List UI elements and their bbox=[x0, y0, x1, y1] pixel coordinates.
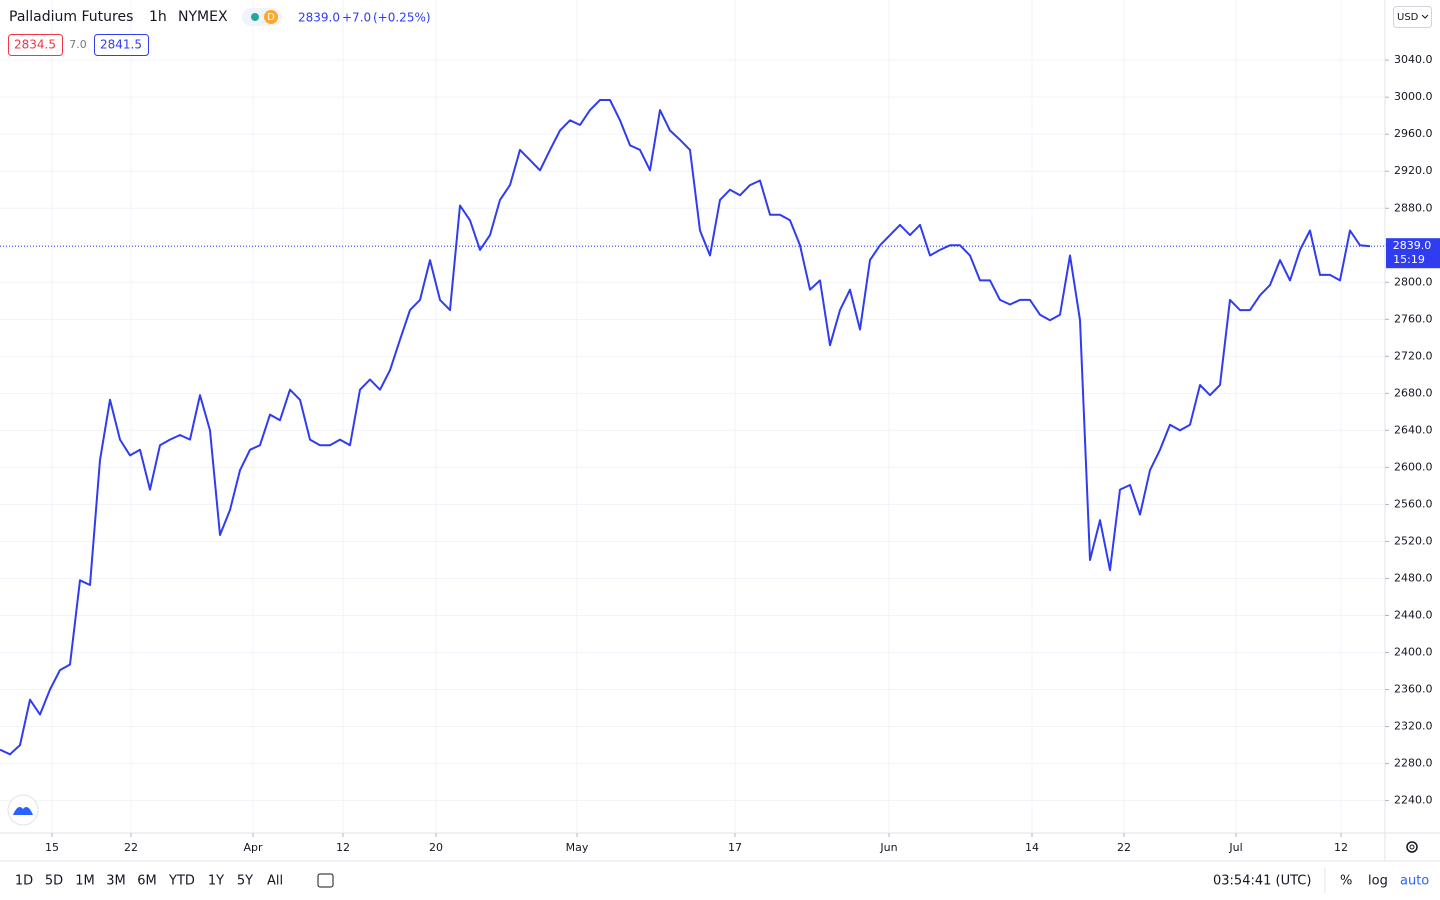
y-tick-label: 2520.0 bbox=[1394, 534, 1433, 547]
log-toggle[interactable]: log bbox=[1368, 874, 1388, 889]
y-tick-label: 2880.0 bbox=[1394, 201, 1433, 214]
ask[interactable]: 2841.5 bbox=[100, 38, 142, 52]
y-tick-label: 2720.0 bbox=[1394, 349, 1433, 362]
x-tick-label: May bbox=[566, 841, 589, 854]
settings-icon[interactable] bbox=[1406, 841, 1418, 853]
logo-shape bbox=[13, 807, 33, 815]
change-pct: (+0.25%) bbox=[373, 11, 431, 25]
range-button[interactable]: 5Y bbox=[237, 874, 253, 889]
exchange: NYMEX bbox=[178, 9, 228, 25]
x-tick-label: 22 bbox=[1117, 841, 1131, 854]
market-status bbox=[251, 13, 259, 21]
x-tick-label: 12 bbox=[1334, 841, 1348, 854]
y-tick-label: 2240.0 bbox=[1394, 794, 1433, 807]
auto-toggle[interactable]: auto bbox=[1400, 874, 1429, 889]
countdown: 15:19 bbox=[1393, 253, 1425, 266]
y-tick-label: 2400.0 bbox=[1394, 646, 1433, 659]
y-tick-label: 2360.0 bbox=[1394, 683, 1433, 696]
y-tick-label: 2800.0 bbox=[1394, 275, 1433, 288]
y-tick-label: 2640.0 bbox=[1394, 423, 1433, 436]
range-button[interactable]: 5D bbox=[45, 874, 63, 889]
range-button[interactable]: 1M bbox=[75, 874, 95, 889]
x-tick-label: 15 bbox=[45, 841, 59, 854]
y-tick-label: 2960.0 bbox=[1394, 127, 1433, 140]
price-line bbox=[0, 99, 1371, 756]
y-tick-label: 2600.0 bbox=[1394, 460, 1433, 473]
y-tick-label: 3000.0 bbox=[1394, 90, 1433, 103]
x-tick-label: Jul bbox=[1228, 841, 1242, 854]
ask-box[interactable] bbox=[94, 34, 149, 56]
last-price-tag bbox=[1386, 238, 1440, 269]
badge: D bbox=[267, 12, 275, 23]
y-tick-label: 2440.0 bbox=[1394, 608, 1433, 621]
currency-caret bbox=[1421, 14, 1429, 19]
range-button[interactable]: 1D bbox=[15, 874, 33, 889]
change: +7.0 bbox=[342, 11, 371, 25]
range-button[interactable]: 1Y bbox=[208, 874, 224, 889]
bid-box[interactable] bbox=[8, 34, 63, 56]
range-button[interactable]: 3M bbox=[106, 874, 126, 889]
interval[interactable]: 1h bbox=[149, 9, 167, 25]
x-tick-label: 22 bbox=[124, 841, 138, 854]
range-button[interactable]: YTD bbox=[168, 874, 195, 889]
y-tick-label: 3040.0 bbox=[1394, 53, 1433, 66]
last-price: 2839.0 bbox=[298, 11, 340, 25]
last-price-tag-label: 2839.0 bbox=[1393, 239, 1432, 252]
y-tick-label: 2680.0 bbox=[1394, 386, 1433, 399]
y-tick-label: 2480.0 bbox=[1394, 571, 1433, 584]
percent-toggle[interactable]: % bbox=[1340, 874, 1352, 889]
y-tick-label: 2760.0 bbox=[1394, 312, 1433, 325]
badge-bg bbox=[264, 10, 278, 24]
symbol: Palladium Futures bbox=[9, 9, 133, 25]
range-button[interactable]: All bbox=[267, 874, 283, 889]
currency-button[interactable] bbox=[1393, 6, 1432, 28]
y-tick-label: 2320.0 bbox=[1394, 720, 1433, 733]
spread: 7.0 bbox=[69, 38, 87, 51]
x-tick-label: 20 bbox=[429, 841, 443, 854]
y-tick-label: 2920.0 bbox=[1394, 164, 1433, 177]
date-range-icon[interactable] bbox=[317, 873, 334, 888]
y-tick-label: 2280.0 bbox=[1394, 757, 1433, 770]
x-tick-label: 17 bbox=[728, 841, 742, 854]
currency[interactable]: USD bbox=[1397, 12, 1419, 23]
x-tick-label: Apr bbox=[243, 841, 263, 854]
clock: 03:54:41 (UTC) bbox=[1213, 874, 1311, 889]
x-tick-label: 12 bbox=[336, 841, 350, 854]
x-tick-label: 14 bbox=[1025, 841, 1039, 854]
bid[interactable]: 2834.5 bbox=[14, 38, 56, 52]
x-tick-label: Jun bbox=[879, 841, 897, 854]
range-button[interactable]: 6M bbox=[137, 874, 157, 889]
y-tick-label: 2560.0 bbox=[1394, 497, 1433, 510]
